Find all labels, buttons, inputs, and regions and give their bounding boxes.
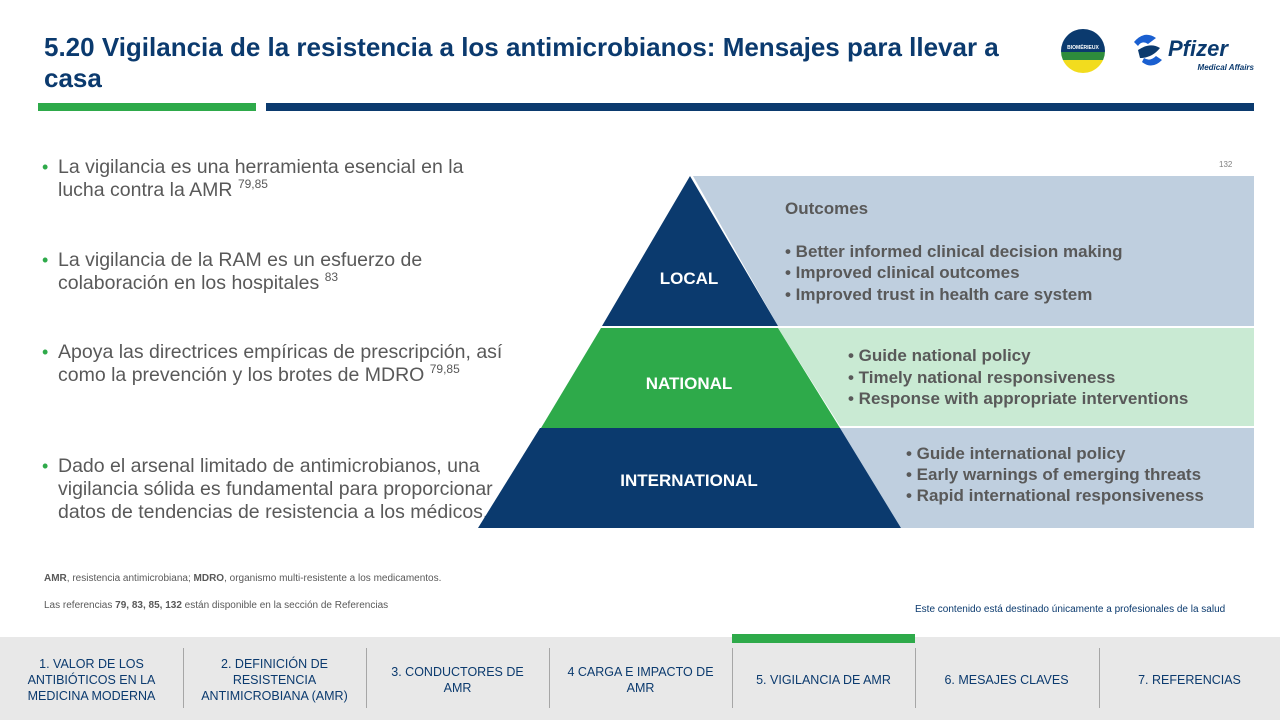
international-outcome-item: • Early warnings of emerging threats [906,465,1201,484]
reference-superscript: 83 [324,270,339,284]
local-panel [693,176,1254,326]
reference-superscript: 79,85 [237,177,268,191]
abbr-mdro: MDRO [193,573,225,584]
pfizer-logo-text: Pfizer [1168,36,1229,61]
key-message-3: • Apoya las directrices empíricas de pre… [42,341,512,387]
pfizer-logo: Pfizer Medical Affairs [1134,34,1255,72]
pyramid-tier-local [602,176,778,326]
key-message-2: • La vigilancia de la RAM es un esfuerzo… [42,249,512,295]
references-prefix: Las referencias [44,600,116,611]
nav-divider [549,648,550,708]
key-message-text: La vigilancia es una herramienta esencia… [58,156,464,201]
nav-divider [915,648,916,708]
international-panel [840,428,1254,528]
nav-divider [1099,648,1100,708]
national-outcome-item: • Guide national policy [848,346,1031,365]
nav-tab-amr-definition[interactable]: 2. DEFINICIÓN DE RESISTENCIA ANTIMICROBI… [201,657,348,703]
national-panel [778,328,1254,426]
local-outcome-item: • Improved trust in health care system [785,285,1092,304]
references-suffix: están disponible en la sección de Refere… [181,600,389,611]
biomerieux-logo-text: BIOMÉRIEUX [1067,43,1099,51]
nav-tab-amr-surveillance[interactable]: 5. VIGILANCIA DE AMR [756,673,891,687]
nav-divider [183,648,184,708]
nav-tab-key-messages[interactable]: 6. MESAJES CLAVES [944,673,1069,687]
international-outcome-item: • Guide international policy [906,444,1126,463]
tier-label-national: NATIONAL [646,374,733,393]
tier-label-local: LOCAL [660,269,719,288]
outcomes-heading: Outcomes [785,199,868,218]
national-outcome-item: • Response with appropriate intervention… [848,389,1188,408]
pfizer-logo-subtext: Medical Affairs [1198,63,1255,72]
nav-tab-amr-burden[interactable]: 4 CARGA E IMPACTO DE AMR [567,665,714,695]
bullet-dot-icon: • [42,157,49,177]
section-navigation: 1. VALOR DE LOS ANTIBIÓTICOS EN LA MEDIC… [0,637,1280,720]
active-tab-indicator [732,634,915,643]
international-outcome-item: • Rapid international responsiveness [906,486,1204,505]
nav-divider [732,648,733,708]
abbr-amr-definition: , resistencia antimicrobiana; [66,573,194,584]
local-outcome-item: • Improved clinical outcomes [785,263,1020,282]
hcp-disclaimer: Este contenido está destinado únicamente… [915,604,1226,615]
abbr-amr: AMR [44,573,67,584]
nav-divider [366,648,367,708]
key-message-text: Apoya las directrices empíricas de presc… [58,341,503,386]
nav-tab-antibiotic-value[interactable]: 1. VALOR DE LOS ANTIBIÓTICOS EN LA MEDIC… [27,657,156,703]
national-outcome-item: • Timely national responsiveness [848,368,1115,387]
bullet-dot-icon: • [42,342,49,362]
nav-tab-references[interactable]: 7. REFERENCIAS [1138,673,1241,687]
bullet-dot-icon: • [42,250,49,270]
title-underline-green [38,103,256,111]
references-note: Las referencias 79, 83, 85, 132 están di… [44,600,388,611]
key-message-text: La vigilancia de la RAM es un esfuerzo d… [58,249,423,294]
surveillance-pyramid: LOCAL NATIONAL INTERNATIONAL Outcomes • … [478,176,1254,528]
pyramid-tier-international [478,428,901,528]
reference-superscript: 79,85 [429,362,460,376]
local-outcome-item: • Better informed clinical decision maki… [785,242,1123,261]
biomerieux-logo: BIOMÉRIEUX [1061,29,1105,73]
abbreviations-note: AMR, resistencia antimicrobiana; MDRO, o… [44,573,441,584]
page-title: 5.20 Vigilancia de la resistencia a los … [44,32,999,93]
key-message-text: Dado el arsenal limitado de antimicrobia… [58,455,493,523]
pyramid-tier-national [541,328,840,428]
abbr-mdro-definition: , organismo multi-resistente a los medic… [224,573,442,584]
bullet-dot-icon: • [42,456,49,476]
page-number: 132 [1219,160,1233,169]
key-message-1: • La vigilancia es una herramienta esenc… [42,156,512,202]
references-numbers: 79, 83, 85, 132 [115,600,182,611]
key-message-4: • Dado el arsenal limitado de antimicrob… [42,455,512,524]
title-underline-blue [266,103,1254,111]
nav-tab-amr-drivers[interactable]: 3. CONDUCTORES DE AMR [391,665,524,695]
tier-label-international: INTERNATIONAL [620,471,758,490]
